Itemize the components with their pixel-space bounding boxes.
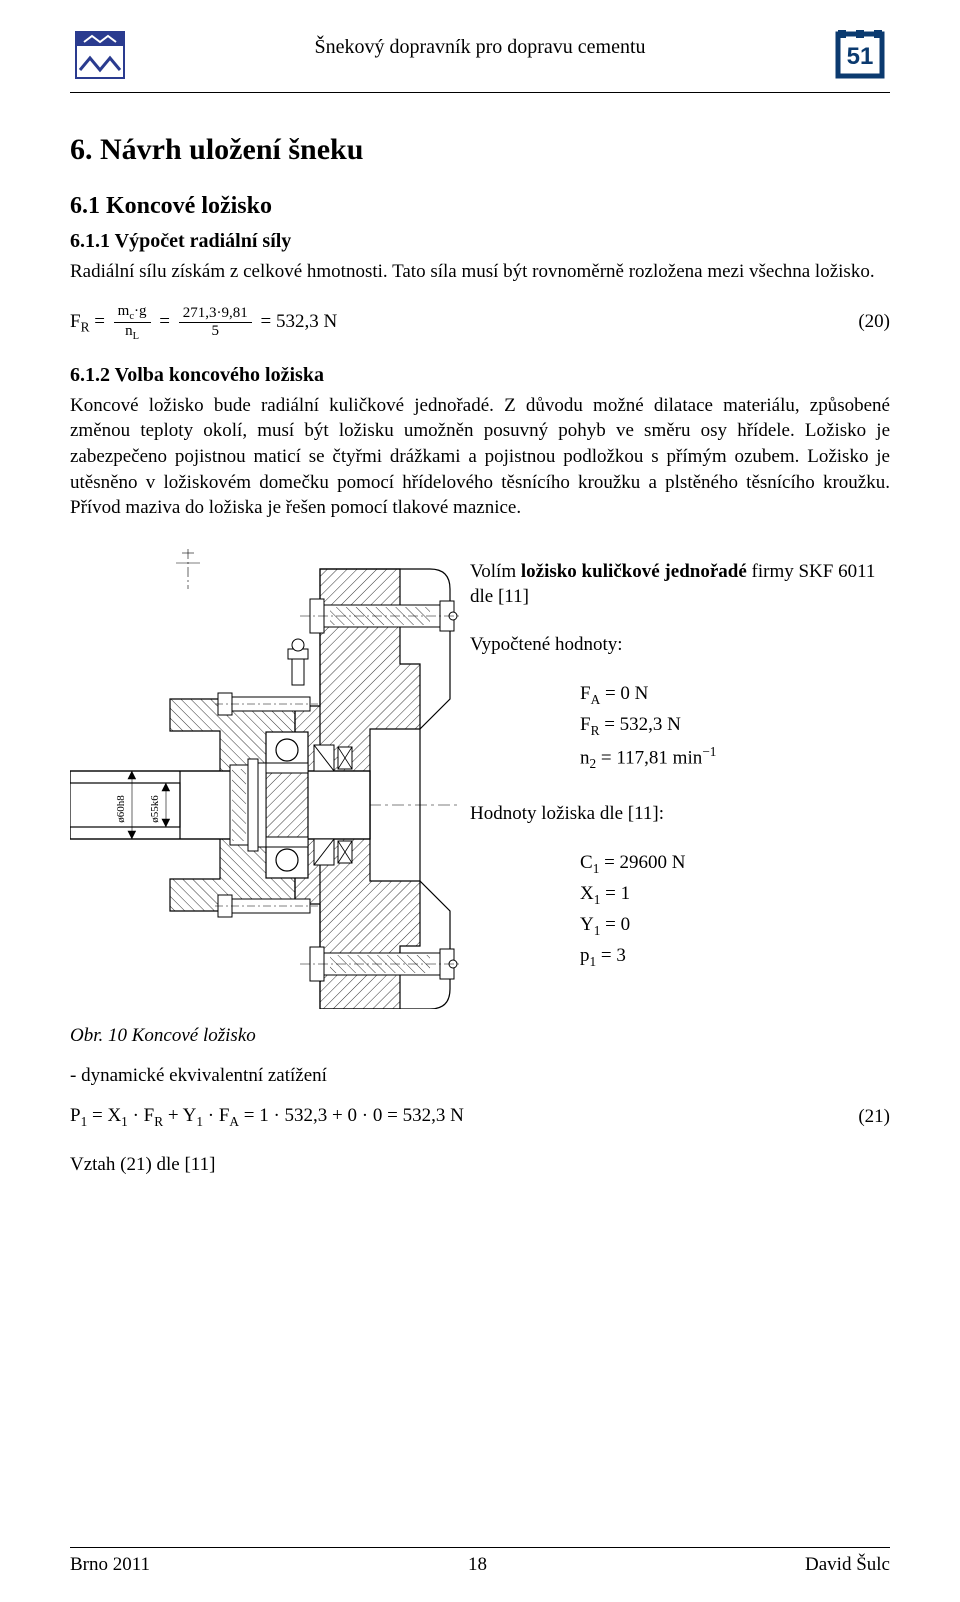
paragraph-1: Radiální sílu získám z celkové hmotnosti… <box>70 259 890 285</box>
heading-3-2: 6.1.2 Volba koncového ložiska <box>70 364 890 387</box>
heading-2: 6.1 Koncové ložisko <box>70 193 890 220</box>
computed-values-label: Vypočtené hodnoty: <box>470 632 890 658</box>
figure-drawing: ø60h8 ø55k6 <box>70 549 460 1009</box>
header-title: Šnekový dopravník pro dopravu cementu <box>130 30 830 59</box>
heading-3-1: 6.1.1 Výpočet radiální síly <box>70 230 890 253</box>
computed-values-block: FA = 0 N FR = 532,3 N n2 = 117,81 min−1 <box>580 680 890 774</box>
figure-caption: Obr. 10 Koncové ložisko <box>70 1025 890 1047</box>
equation-21: P1 = X1 · FR + Y1 · FA = 1 · 532,3 + 0 ·… <box>70 1105 890 1130</box>
bearing-values-label: Hodnoty ložiska dle [11]: <box>470 801 890 827</box>
header-rule <box>70 92 890 93</box>
bearing-values-block: C1 = 29600 N X1 = 1 Y1 = 0 p1 = 3 <box>580 849 890 971</box>
svg-text:ø60h8: ø60h8 <box>115 795 127 823</box>
logo-left <box>70 30 130 80</box>
dynamic-load-label: - dynamické ekvivalentní zatížení <box>70 1065 890 1087</box>
page-header: Šnekový dopravník pro dopravu cementu 51 <box>70 30 890 90</box>
relation-ref: Vztah (21) dle [11] <box>70 1152 890 1178</box>
heading-1: 6. Návrh uložení šneku <box>70 133 890 167</box>
footer-author: David Šulc <box>805 1554 890 1576</box>
svg-text:51: 51 <box>847 43 874 70</box>
eq-number-20: (20) <box>858 311 890 333</box>
footer-left: Brno 2011 <box>70 1554 150 1576</box>
page-footer: Brno 2011 18 David Šulc <box>70 1547 890 1576</box>
figure-side-text: Volím ložisko kuličkové jednořadé firmy … <box>470 549 890 973</box>
eq-number-21: (21) <box>858 1106 890 1128</box>
svg-text:ø55k6: ø55k6 <box>149 795 161 823</box>
equation-20: FR = mc·gnL = 271,3·9,815 = 532,3 N (20) <box>70 303 890 342</box>
figure-text-row: ø60h8 ø55k6 Volím ložisko kuličkové jedn… <box>70 549 890 1009</box>
bearing-selection-line: Volím ložisko kuličkové jednořadé firmy … <box>470 559 890 610</box>
footer-page-number: 18 <box>468 1554 487 1576</box>
logo-right: 51 <box>830 30 890 80</box>
paragraph-2: Koncové ložisko bude radiální kuličkové … <box>70 393 890 521</box>
